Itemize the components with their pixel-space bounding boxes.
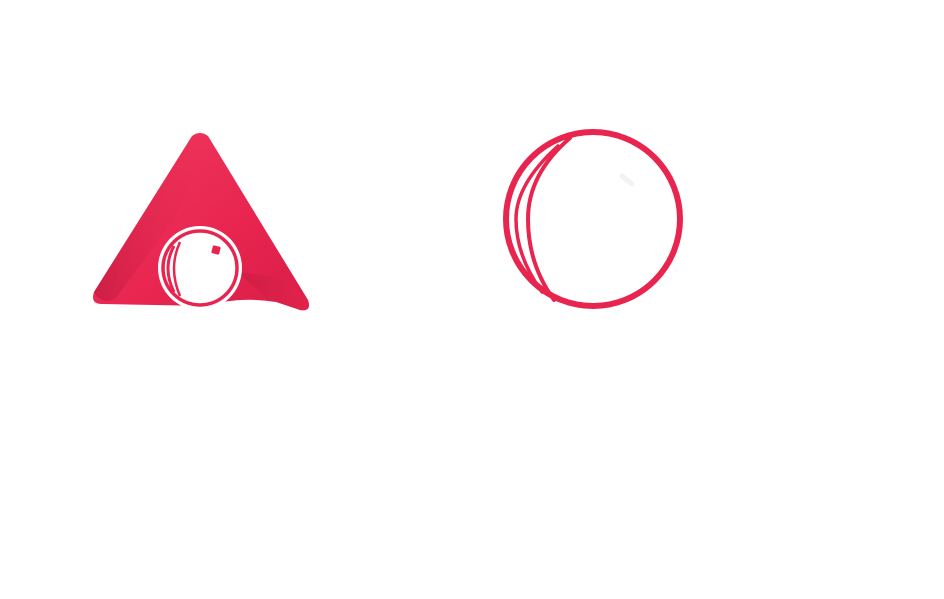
lens-outer xyxy=(158,226,242,310)
lens-highlight xyxy=(211,245,221,255)
ring-glint xyxy=(619,173,635,187)
ring-outer xyxy=(503,129,683,309)
lens-crescent xyxy=(166,245,176,293)
triangle-left-shade xyxy=(94,133,208,301)
triangle-a-with-lens-icon xyxy=(88,128,316,318)
ring-crescent-inner xyxy=(514,144,560,294)
lens-ring xyxy=(161,229,239,307)
lens-ring-icon xyxy=(498,124,688,314)
triangle-body xyxy=(93,133,309,311)
lens-crescent-inner xyxy=(172,241,182,297)
ring-crescent-outer xyxy=(525,136,572,302)
triangle-right-fold xyxy=(238,272,309,311)
